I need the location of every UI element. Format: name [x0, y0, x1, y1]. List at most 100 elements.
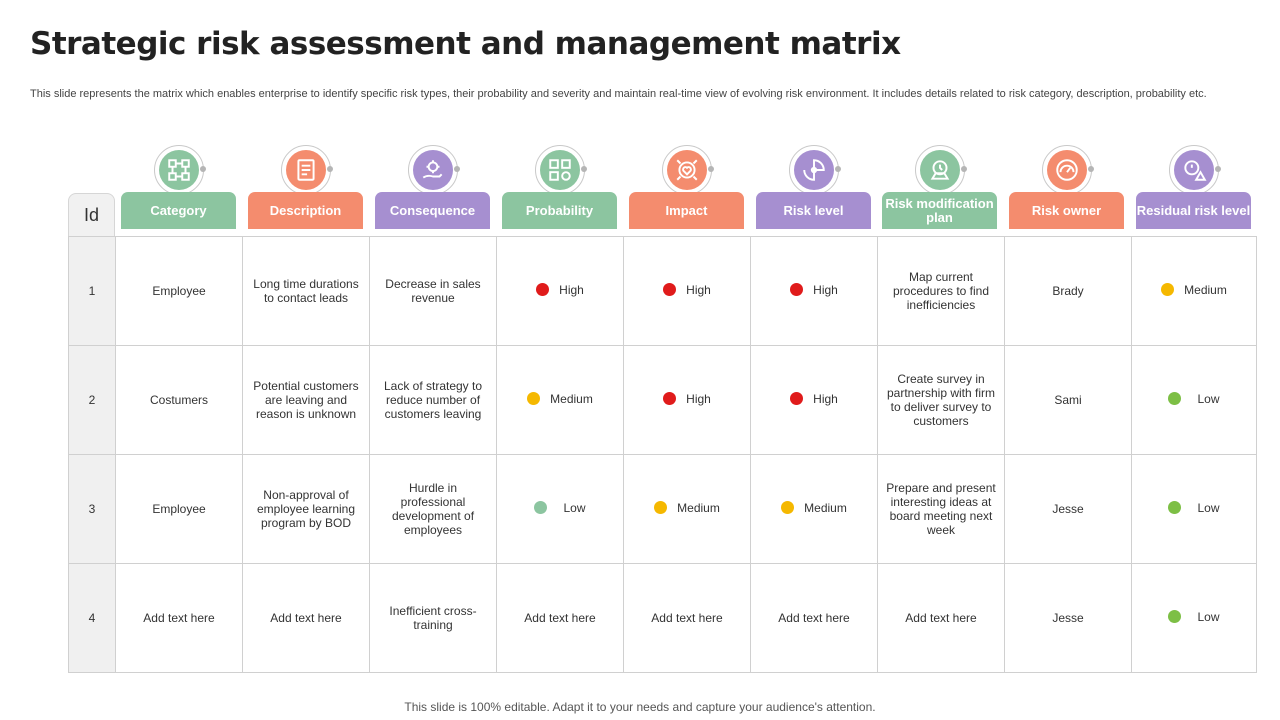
risk-meter-icon	[1046, 150, 1087, 190]
status-badge: Medium	[654, 501, 720, 515]
status-dot	[663, 392, 677, 406]
column-header-residual-risk-level: Residual risk level	[1136, 192, 1251, 229]
column-header-description: Description	[248, 192, 363, 229]
cell-owner: Sami	[1004, 345, 1132, 455]
status-dot	[1168, 501, 1182, 515]
cell-plan: Prepare and present interesting ideas at…	[877, 454, 1005, 564]
cell-text: Create survey in partnership with firm t…	[886, 372, 996, 428]
cell-text: Non-approval of employee learning progra…	[256, 488, 356, 530]
status-dot	[654, 501, 668, 515]
row-id: 1	[68, 236, 116, 346]
cell-text: Add text here	[651, 611, 723, 625]
target-heart-icon	[666, 150, 707, 190]
status-badge: High	[536, 283, 584, 297]
status-badge: High	[790, 392, 838, 406]
cell-impact: High	[623, 345, 751, 455]
cell-text: Lack of strategy to reduce number of cus…	[383, 379, 483, 421]
cell-residual: Low	[1131, 454, 1257, 564]
status-label: Medium	[677, 500, 720, 515]
cell-category: Employee	[115, 236, 243, 346]
cell-text: Employee	[152, 284, 206, 298]
cell-impact: High	[623, 236, 751, 346]
hand-gear-icon	[412, 150, 453, 190]
column-header-risk-modification-plan: Risk modification plan	[882, 192, 997, 229]
icon-ring-dot	[707, 166, 714, 172]
cell-text: Hurdle in professional development of em…	[391, 481, 475, 537]
column-header-impact: Impact	[629, 192, 744, 229]
icon-ring-dot	[580, 166, 587, 172]
status-label: Medium	[550, 391, 593, 406]
column-header-probability: Probability	[502, 192, 617, 229]
row-id: 4	[68, 563, 116, 673]
cell-text: Inefficient cross-training	[389, 604, 477, 632]
page-title: Strategic risk assessment and management…	[30, 26, 901, 62]
column-header-category: Category	[121, 192, 236, 229]
cell-consequence: Hurdle in professional development of em…	[369, 454, 497, 564]
status-badge: High	[790, 283, 838, 297]
question-blocks-icon-badge	[534, 145, 587, 195]
cell-owner: Brady	[1004, 236, 1132, 346]
status-dot	[790, 283, 804, 297]
status-badge: Medium	[527, 392, 593, 406]
cell-plan: Create survey in partnership with firm t…	[877, 345, 1005, 455]
cell-description: Non-approval of employee learning progra…	[242, 454, 370, 564]
cell-text: Costumers	[149, 393, 208, 407]
cell-risk-level: Medium	[750, 454, 878, 564]
status-dot	[790, 392, 804, 406]
cell-owner: Jesse	[1004, 563, 1132, 673]
target-heart-icon-badge	[661, 145, 714, 195]
cell-probability: High	[496, 236, 624, 346]
risk-meter-icon-badge	[1041, 145, 1094, 195]
row-id: 2	[68, 345, 116, 455]
cell-text: Employee	[152, 502, 206, 516]
warning-gear-icon	[1173, 150, 1214, 190]
cell-description: Long time durations to contact leads	[242, 236, 370, 346]
cell-text: Jesse	[1052, 502, 1084, 516]
status-label: High	[686, 391, 711, 406]
cell-impact: Add text here	[623, 563, 751, 673]
flowchart-icon	[158, 150, 199, 190]
status-label: High	[813, 391, 838, 406]
status-badge: High	[663, 392, 711, 406]
cell-text: Add text here	[778, 611, 850, 625]
cell-consequence: Inefficient cross-training	[369, 563, 497, 673]
status-label: High	[686, 282, 711, 297]
cell-text: Potential customers are leaving and reas…	[253, 379, 359, 421]
table-row: 2 Costumers Potential customers are leavin…	[68, 345, 1257, 455]
status-dot	[1161, 283, 1175, 297]
column-header-consequence: Consequence	[375, 192, 490, 229]
cell-text: Map current procedures to find inefficie…	[892, 270, 990, 312]
cell-text: Add text here	[270, 611, 342, 625]
cell-text: Long time durations to contact leads	[253, 277, 359, 305]
cell-residual: Low	[1131, 345, 1257, 455]
icon-ring-dot	[834, 166, 841, 172]
icon-ring-dot	[1214, 166, 1221, 172]
risk-matrix-table: 1 Employee Long time durations to contact …	[68, 236, 1257, 673]
status-dot	[534, 501, 548, 515]
cell-category: Employee	[115, 454, 243, 564]
cell-text: Decrease in sales revenue	[385, 277, 481, 305]
table-row: 4 Add text here Add text here Inefficient c…	[68, 563, 1257, 673]
cell-text: Prepare and present interesting ideas at…	[886, 481, 996, 537]
cell-consequence: Lack of strategy to reduce number of cus…	[369, 345, 497, 455]
icon-ring-dot	[960, 166, 967, 172]
status-badge: Low	[1168, 609, 1220, 624]
status-dot	[663, 283, 677, 297]
cell-plan: Add text here	[877, 563, 1005, 673]
cell-impact: Medium	[623, 454, 751, 564]
cell-consequence: Decrease in sales revenue	[369, 236, 497, 346]
status-badge: Medium	[1161, 283, 1227, 297]
gear-warning-icon	[919, 150, 960, 190]
cell-text: Jesse	[1052, 611, 1084, 625]
question-blocks-icon	[539, 150, 580, 190]
status-label: Low	[1197, 500, 1220, 515]
status-label: Low	[1197, 609, 1220, 624]
status-label: High	[813, 282, 838, 297]
column-header-risk-level: Risk level	[756, 192, 871, 229]
cell-owner: Jesse	[1004, 454, 1132, 564]
cell-residual: Low	[1131, 563, 1257, 673]
cell-description: Potential customers are leaving and reas…	[242, 345, 370, 455]
table-row: 1 Employee Long time durations to contact …	[68, 236, 1257, 346]
status-label: Low	[563, 500, 586, 515]
cell-text: Sami	[1054, 393, 1082, 407]
